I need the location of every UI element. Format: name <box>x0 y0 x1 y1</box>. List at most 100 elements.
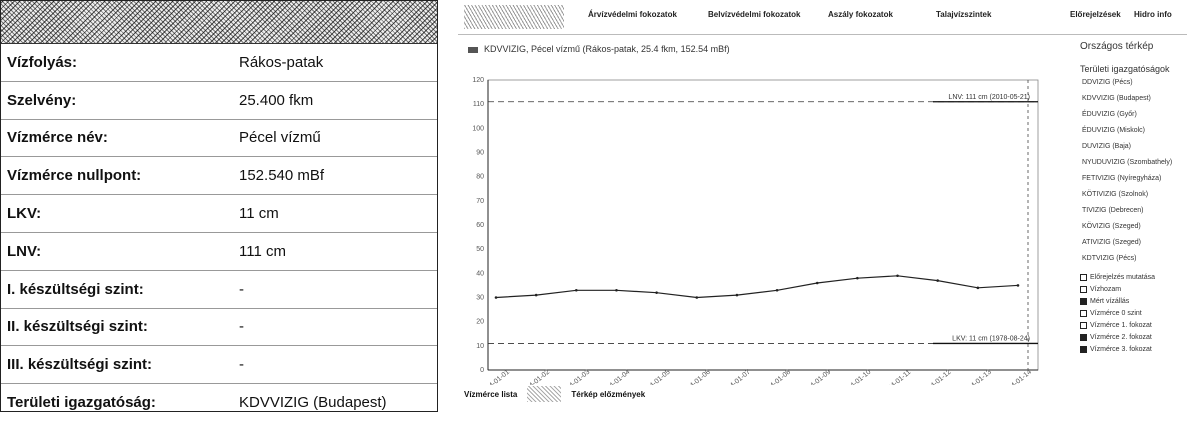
info-value: 11 cm <box>233 194 437 233</box>
station-list-link[interactable]: Vízmérce lista <box>464 389 518 399</box>
data-point <box>615 288 618 292</box>
bottom-links: Vízmérce lista Térkép előzmények <box>464 386 645 402</box>
y-tick-label: 90 <box>476 150 484 157</box>
info-row: I. készültségi szint: - <box>1 270 437 309</box>
data-point <box>575 288 578 292</box>
info-value: 152.540 mBf <box>233 156 437 196</box>
station-link[interactable]: ÉDUVIZIG (Miskolc) <box>1082 127 1145 134</box>
series-toggle-label: Vízhozam <box>1090 285 1122 293</box>
checkbox-icon[interactable] <box>1080 345 1087 353</box>
info-row: LKV: 11 cm <box>1 194 437 233</box>
nav-item-elorejelzes[interactable]: Előrejelzések <box>1070 10 1121 19</box>
x-tick-label: 2024-01-02 <box>519 369 551 385</box>
info-value: Pécel vízmű <box>233 119 437 158</box>
nav-item-arviz[interactable]: Árvízvédelmi fokozatok <box>588 10 677 19</box>
legend-panel: Országos térkép Területi igazgatóságok D… <box>1076 38 1187 356</box>
checkbox-icon[interactable] <box>1080 285 1087 293</box>
station-link[interactable]: DDVIZIG (Pécs) <box>1082 79 1133 86</box>
series-toggle-label: Vízmérce 3. fokozat <box>1090 345 1152 353</box>
panel-header-image <box>1 1 437 44</box>
x-tick-label: 2024-01-07 <box>720 369 752 385</box>
map-logo <box>527 386 562 402</box>
x-tick-label: 2024-01-12 <box>921 369 953 385</box>
station-link[interactable]: ATIVIZIG (Szeged) <box>1082 239 1141 246</box>
data-point <box>815 281 819 285</box>
info-value: - <box>233 270 437 309</box>
series-toggle[interactable]: Vízmérce 1. fokozat <box>1080 320 1187 330</box>
info-row: Szelvény: 25.400 fkm <box>1 81 437 120</box>
station-info-panel: Vízfolyás: Rákos-patak Szelvény: 25.400 fkm… <box>0 0 438 412</box>
x-tick-label: 2024-01-03 <box>559 369 591 385</box>
station-link[interactable]: KDVVIZIG (Budapest) <box>1082 95 1151 102</box>
y-tick-label: 100 <box>472 125 484 132</box>
info-label: I. készültségi szint: <box>1 270 233 309</box>
x-tick-label: 2024-01-04 <box>600 369 632 385</box>
data-point <box>695 296 699 299</box>
legend-header[interactable]: Országos térkép <box>1080 41 1154 52</box>
series-toggle-label: Vízmérce 1. fokozat <box>1090 321 1152 329</box>
legend-subheader: Területi igazgatóságok <box>1080 64 1170 74</box>
checkbox-icon[interactable] <box>1080 333 1087 341</box>
nav-item-talajviz[interactable]: Talajvízszintek <box>936 10 992 19</box>
series-toggle[interactable]: Vízhozam <box>1080 284 1187 294</box>
station-link[interactable]: KÖVIZIG (Szeged) <box>1082 223 1141 230</box>
x-tick-label: 2024-01-06 <box>680 369 712 385</box>
x-tick-label: 2024-01-11 <box>881 369 913 385</box>
station-link[interactable]: NYUDUVIZIG (Szombathely) <box>1082 159 1173 166</box>
nav-item-hidroinfo[interactable]: Hidro info <box>1134 10 1172 19</box>
series-toggle[interactable]: Vízmérce 2. fokozat <box>1080 332 1187 342</box>
series-toggle[interactable]: Mért vízállás <box>1080 296 1187 306</box>
info-value: - <box>233 345 437 385</box>
x-tick-label: 2024-01-09 <box>800 369 832 385</box>
info-row: Területi igazgatóság: KDVVIZIG (Budapest) <box>1 384 437 421</box>
plot-frame <box>487 79 1039 371</box>
checkbox-icon[interactable] <box>1080 321 1087 329</box>
chart-title: KDVVIZIG, Pécel vízmű (Rákos-patak, 25.4… <box>468 44 730 54</box>
station-link[interactable]: ÉDUVIZIG (Győr) <box>1082 111 1137 118</box>
nav-item-belviz[interactable]: Belvízvédelmi fokozatok <box>708 10 801 19</box>
x-tick-label: 2024-01-05 <box>640 369 672 385</box>
series-toggle[interactable]: Vízmérce 0 szint <box>1080 308 1187 318</box>
y-tick-label: 0 <box>480 367 484 374</box>
top-navigation: Árvízvédelmi fokozatok Belvízvédelmi fok… <box>458 0 1187 35</box>
series-toggle-label: Vízmérce 2. fokozat <box>1090 333 1152 341</box>
series-toggle-label: Vízmérce 0 szint <box>1090 309 1142 317</box>
info-row: Vízmérce név: Pécel vízmű <box>1 119 437 158</box>
checkbox-icon[interactable] <box>1080 297 1087 305</box>
station-link[interactable]: DUVIZIG (Baja) <box>1082 143 1132 150</box>
station-link[interactable]: TIVIZIG (Debrecen) <box>1082 207 1144 214</box>
info-label: LNV: <box>1 232 233 271</box>
data-point <box>534 293 538 297</box>
info-row: III. készültségi szint: - <box>1 345 437 385</box>
chart-panel: Árvízvédelmi fokozatok Belvízvédelmi fok… <box>458 0 1187 412</box>
info-value: KDVVIZIG (Budapest) <box>239 394 387 412</box>
y-tick-label: 10 <box>476 343 484 350</box>
station-info-table: Vízfolyás: Rákos-patak Szelvény: 25.400 fkm… <box>1 44 437 421</box>
x-tick-label: 2024-01-14 <box>1001 369 1033 385</box>
series-toggle[interactable]: Előrejelzés mutatása <box>1080 272 1187 282</box>
data-point <box>936 279 939 282</box>
series-toggle-label: Előrejelzés mutatása <box>1090 273 1155 281</box>
data-point <box>856 276 859 280</box>
station-marker-icon <box>468 46 478 53</box>
station-link[interactable]: KDTVIZIG (Pécs) <box>1082 255 1137 262</box>
info-value: Rákos-patak <box>233 44 437 82</box>
series-toggle-list: Előrejelzés mutatása Vízhozam Mért vízállá… <box>1076 272 1187 354</box>
site-logo[interactable] <box>464 5 564 29</box>
series-toggle[interactable]: Vízmérce 3. fokozat <box>1080 344 1187 354</box>
station-link[interactable]: FETIVIZIG (Nyíregyháza) <box>1082 175 1162 182</box>
info-label: Területi igazgatóság: <box>7 394 156 412</box>
y-tick-label: 50 <box>476 246 484 253</box>
map-history-link[interactable]: Térkép előzmények <box>571 389 646 399</box>
info-row: Vízmérce nullpont: 152.540 mBf <box>1 156 437 196</box>
reference-line-label: LNV: 111 cm (2010-05-21) <box>948 94 1030 101</box>
station-link[interactable]: KÖTIVIZIG (Szolnok) <box>1082 191 1149 198</box>
nav-item-aszaly[interactable]: Aszály fokozatok <box>828 10 893 19</box>
info-value: 25.400 fkm <box>233 81 437 120</box>
checkbox-icon[interactable] <box>1080 273 1087 281</box>
checkbox-icon[interactable] <box>1080 309 1087 317</box>
y-tick-label: 40 <box>476 270 484 277</box>
data-point <box>976 286 980 290</box>
station-list: DDVIZIG (Pécs) KDVVIZIG (Budapest) ÉDUVIZI… <box>1076 79 1187 266</box>
